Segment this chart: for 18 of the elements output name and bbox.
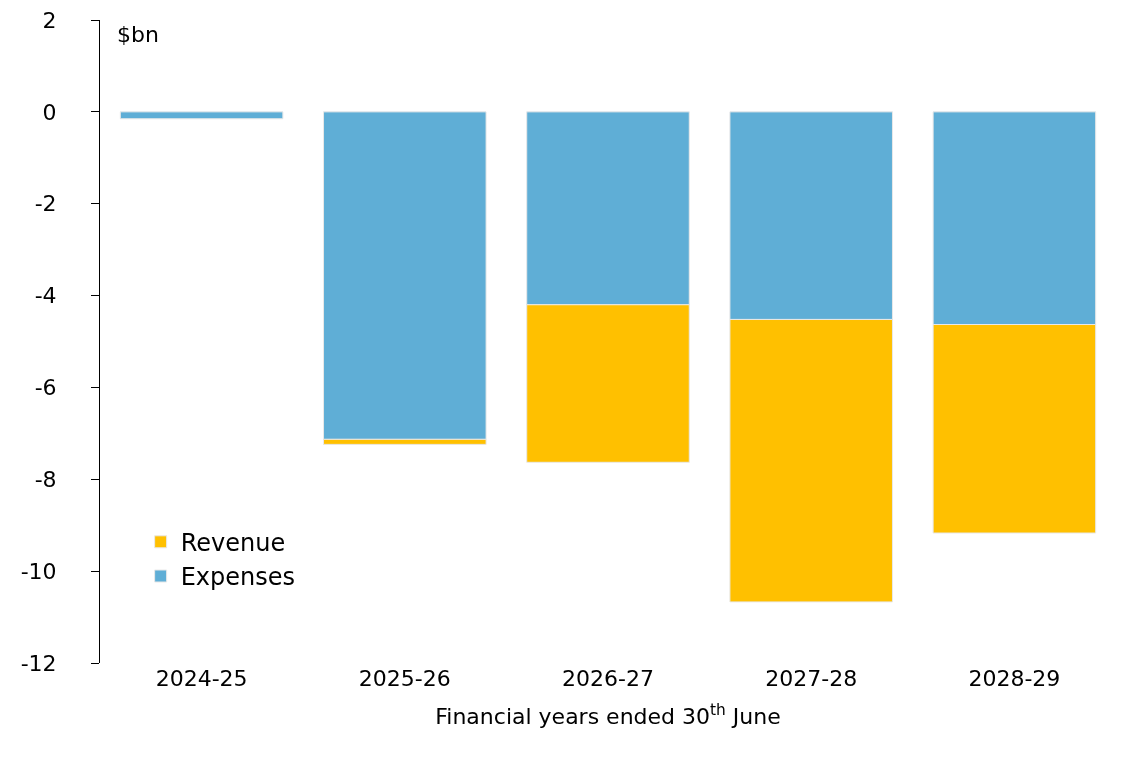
x-tick-label: 2024-25 [155,666,248,691]
y-tick-label: -6 [34,375,57,401]
bar [119,111,284,120]
x-tick-label: 2027-28 [765,666,858,691]
y-tick-label: -10 [20,558,57,584]
x-tick-label: 2026-27 [562,666,654,691]
y-tick-label: -2 [34,191,57,217]
x-axis-title: Financial years ended 30$^{th}$ June [435,700,781,729]
y-axis-title: $bn [117,22,159,47]
y-tick-label: 2 [42,7,57,33]
y-tick-label: -8 [34,466,57,492]
x-tick-label: 2025-26 [358,666,451,691]
y-tick-label: -12 [20,650,57,676]
legend-label: Revenue [180,529,286,558]
y-tick-label: 0 [42,99,57,125]
legend-label: Expenses [180,563,295,592]
x-tick-label: 2028-29 [968,666,1061,691]
y-tick-label: -4 [34,283,57,309]
